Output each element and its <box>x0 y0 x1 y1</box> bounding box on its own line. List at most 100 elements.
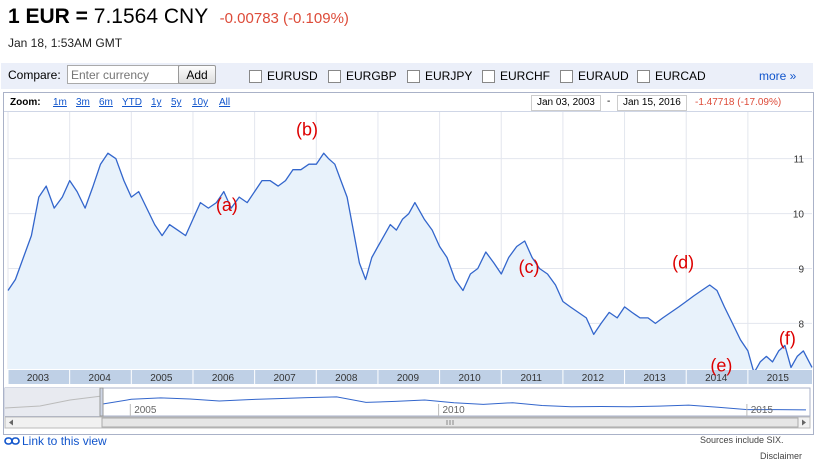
compare-currency-input[interactable] <box>67 65 179 84</box>
checkbox-icon[interactable] <box>482 69 495 83</box>
data-point <box>516 246 518 248</box>
compare-option-label: EURCAD <box>655 69 706 83</box>
zoom-5y[interactable]: 5y <box>171 97 182 108</box>
x-tick-label: 2015 <box>767 373 790 384</box>
x-tick-label: 2003 <box>27 373 50 384</box>
data-point <box>790 367 792 369</box>
sources-note: Sources include SIX. <box>700 435 784 445</box>
add-button[interactable]: Add <box>178 65 216 84</box>
data-point <box>185 235 187 237</box>
compare-option-label: EURAUD <box>578 69 629 83</box>
data-point <box>655 323 657 325</box>
checkbox-icon[interactable] <box>560 69 573 83</box>
data-point <box>624 306 626 308</box>
data-point <box>608 312 610 314</box>
chart-annotation: (e) <box>710 356 732 376</box>
data-point <box>570 306 572 308</box>
disclaimer-link[interactable]: Disclaimer <box>760 451 803 461</box>
data-point <box>340 180 342 182</box>
exchange-rate: 7.1564 CNY <box>93 5 208 28</box>
data-point <box>261 180 263 182</box>
data-point <box>493 262 495 264</box>
data-point <box>76 191 78 193</box>
navigator-label: 2010 <box>442 405 465 416</box>
data-point <box>593 334 595 336</box>
x-tick-label: 2010 <box>458 373 481 384</box>
data-point <box>131 196 133 198</box>
data-point <box>377 246 379 248</box>
compare-option-eurusd[interactable]: EURUSD <box>249 69 318 83</box>
compare-option-eurgbp[interactable]: EURGBP <box>328 69 397 83</box>
data-point <box>747 350 749 352</box>
data-point <box>107 152 109 154</box>
x-axis-strip <box>8 370 812 384</box>
y-tick-label: 10 <box>793 210 805 221</box>
data-point <box>254 191 256 193</box>
data-point <box>269 180 271 182</box>
data-point <box>524 240 526 242</box>
compare-option-eurchf[interactable]: EURCHF <box>482 69 550 83</box>
data-point <box>346 196 348 198</box>
x-tick-label: 2013 <box>643 373 666 384</box>
data-point <box>586 317 588 319</box>
range-end-date[interactable]: Jan 15, 2016 <box>617 95 687 111</box>
y-tick-label: 11 <box>794 155 805 166</box>
checkbox-icon[interactable] <box>407 69 420 83</box>
more-link[interactable]: more » <box>759 69 797 83</box>
x-tick-label: 2009 <box>397 373 420 384</box>
data-point <box>470 273 472 275</box>
range-separator: - <box>607 96 611 107</box>
compare-option-eurjpy[interactable]: EURJPY <box>407 69 472 83</box>
link-to-this-view[interactable]: Link to this view <box>22 434 107 448</box>
range-start-date[interactable]: Jan 03, 2003 <box>531 95 601 111</box>
data-point <box>402 218 404 220</box>
compare-option-euraud[interactable]: EURAUD <box>560 69 629 83</box>
data-point <box>200 202 202 204</box>
scroll-right-icon[interactable] <box>802 419 806 426</box>
zoom-6m[interactable]: 6m <box>99 97 113 108</box>
checkbox-icon[interactable] <box>637 69 650 83</box>
scroll-left-icon[interactable] <box>9 419 13 426</box>
data-point <box>396 229 398 231</box>
x-tick-label: 2004 <box>89 373 112 384</box>
pair-prefix: 1 EUR = <box>8 5 88 28</box>
rate-change: -0.00783 (-0.109%) <box>219 10 349 27</box>
data-point <box>423 218 425 220</box>
compare-option-label: EURJPY <box>425 69 473 83</box>
data-point <box>100 163 102 165</box>
data-point <box>631 312 633 314</box>
pair-title: 1 EUR = 7.1564 CNY -0.00783 (-0.109%) <box>8 3 349 33</box>
data-point <box>308 163 310 165</box>
checkbox-icon[interactable] <box>328 69 341 83</box>
data-point <box>161 235 163 237</box>
data-point <box>15 279 17 281</box>
x-tick-label: 2007 <box>274 373 297 384</box>
data-point <box>328 158 330 160</box>
data-point <box>446 257 448 259</box>
zoom-all[interactable]: All <box>219 97 231 108</box>
zoom-ytd[interactable]: YTD <box>122 97 142 108</box>
data-point <box>701 290 703 292</box>
zoom-1y[interactable]: 1y <box>151 97 162 108</box>
data-point <box>462 290 464 292</box>
compare-option-eurcad[interactable]: EURCAD <box>637 69 706 83</box>
data-point <box>223 191 225 193</box>
data-point <box>616 317 618 319</box>
zoom-1m[interactable]: 1m <box>53 97 67 108</box>
x-tick-label: 2006 <box>212 373 235 384</box>
navigator-history-line <box>4 395 103 409</box>
checkbox-icon[interactable] <box>249 69 262 83</box>
data-point <box>408 213 410 215</box>
compare-option-label: EURUSD <box>267 69 318 83</box>
compare-option-label: EURGBP <box>346 69 397 83</box>
zoom-10y[interactable]: 10y <box>192 97 209 108</box>
data-point <box>323 152 325 154</box>
data-point <box>208 207 210 209</box>
data-point <box>292 169 294 171</box>
data-point <box>177 229 179 231</box>
data-point <box>766 356 768 358</box>
y-tick-label: 8 <box>798 319 804 330</box>
navigator-handle[interactable] <box>99 387 104 417</box>
zoom-3m[interactable]: 3m <box>76 97 90 108</box>
